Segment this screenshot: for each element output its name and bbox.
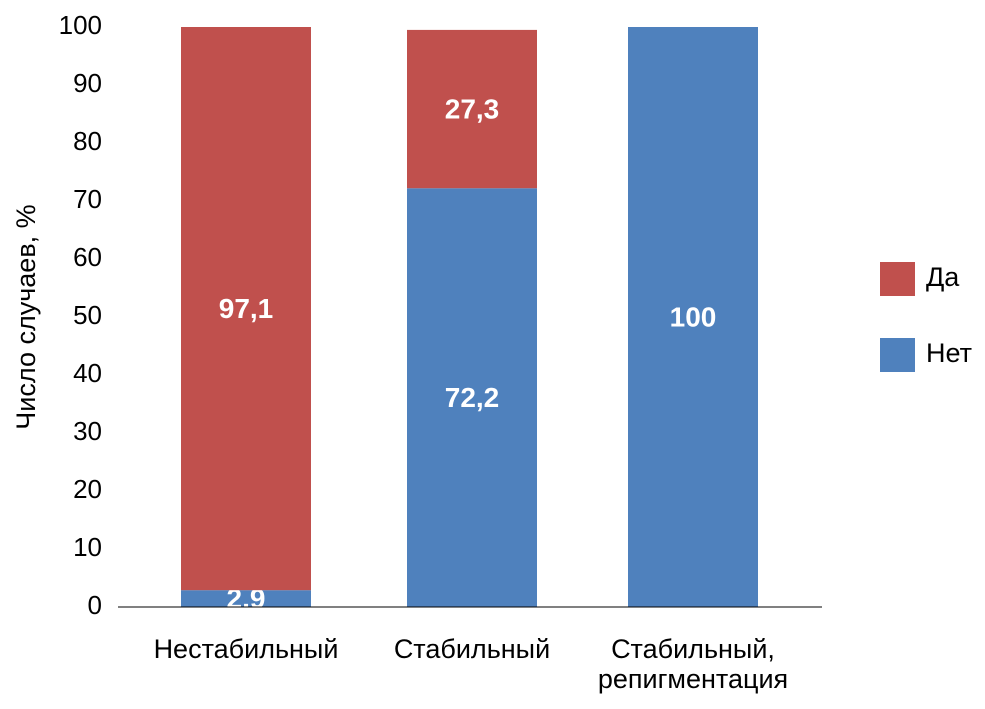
y-tick-label: 90 [73,68,102,98]
legend-label: Нет [926,338,972,368]
bar-segment [407,188,537,608]
y-tick-label: 10 [73,532,102,562]
x-tick-label: Стабильный, репигментация [597,634,789,694]
y-tick-label: 100 [59,10,102,40]
bar-segment [407,29,537,189]
x-tick-label: Стабильный [393,634,551,664]
y-tick-label: 40 [73,358,102,388]
legend-swatch [880,338,915,372]
y-tick-label: 70 [73,184,102,214]
y-tick-label: 30 [73,416,102,446]
y-tick-label: 80 [73,126,102,156]
y-tick-label: 50 [73,300,102,330]
y-tick-label: 0 [88,590,102,620]
bar-segment [628,27,758,607]
y-axis-label: Число случаев, % [11,204,41,429]
data-label: 72,2 [445,382,500,413]
data-label: 97,1 [219,293,274,324]
legend-swatch [880,262,915,296]
y-tick-label: 60 [73,242,102,272]
data-label: 27,3 [445,93,500,124]
bar-segment [181,590,311,607]
legend-label: Да [926,262,960,292]
x-tick-label: Нестабильный [153,634,339,664]
data-label: 100 [670,301,717,332]
bar-segment [181,27,311,591]
y-tick-label: 20 [73,474,102,504]
